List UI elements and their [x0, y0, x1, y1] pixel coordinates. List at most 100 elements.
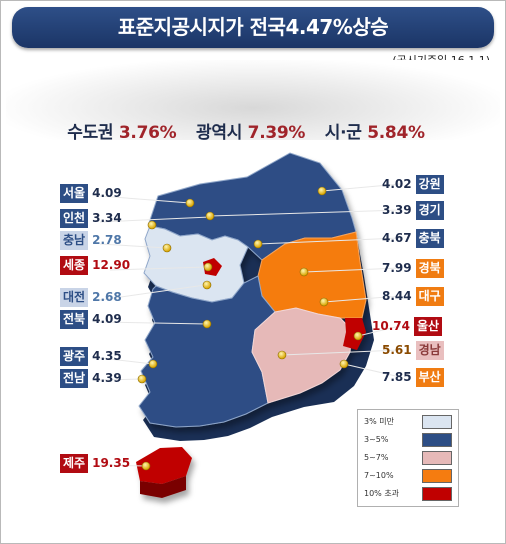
dot-seoul: [185, 198, 195, 208]
region-south-west-blue: [138, 275, 276, 428]
region-name: 대전: [60, 288, 89, 307]
leader-lines: [99, 183, 401, 467]
label-gwangju: 광주 4.35: [60, 347, 126, 366]
region-value: 4.09: [92, 312, 122, 326]
region-name: 경북: [415, 259, 444, 278]
label-gyeongnam: 5.61 경남: [378, 341, 444, 360]
dot-sejong: [203, 262, 213, 272]
dot-busan: [339, 359, 349, 369]
dot-chungnam: [162, 243, 172, 253]
region-value: 4.39: [92, 371, 122, 385]
dot-daegu: [319, 297, 329, 307]
region-gyeongnam: [251, 307, 353, 404]
label-jeju: 제주 19.35: [60, 454, 134, 473]
dot-daejeon: [202, 280, 212, 290]
page-title: 표준지공시지가 전국4.47%상승: [12, 7, 494, 48]
label-incheon: 인천 3.34: [60, 209, 126, 228]
legend-label: 5~7%: [364, 453, 389, 462]
region-value: 8.44: [382, 289, 412, 303]
region-name: 충남: [60, 231, 89, 250]
summary-capital-value: 3.76%: [118, 123, 177, 143]
dot-jeonnam: [137, 374, 147, 384]
legend-item: 7~10%: [364, 469, 456, 483]
label-gangwon: 4.02 강원: [378, 175, 444, 194]
summary-row: 수도권 3.76% 광역시 7.39% 시·군 5.84%: [0, 118, 506, 143]
label-chungbuk: 4.67 충북: [378, 229, 444, 248]
dot-gyeongbuk: [299, 267, 309, 277]
dot-jeonbuk: [202, 319, 212, 329]
region-sejong: [203, 258, 222, 276]
region-value: 2.68: [92, 290, 122, 304]
region-name: 울산: [413, 317, 443, 336]
legend-item: 3% 미만: [364, 415, 456, 429]
label-sejong: 세종 12.90: [60, 256, 134, 275]
legend-swatch: [422, 451, 452, 465]
legend-item: 3~5%: [364, 433, 456, 447]
region-value: 7.99: [382, 261, 412, 275]
legend-label: 7~10%: [364, 471, 394, 480]
legend-item: 10% 초과: [364, 487, 456, 501]
summary-city-label: 시·군: [324, 123, 362, 143]
region-name: 대구: [415, 287, 444, 306]
region-name: 부산: [415, 368, 444, 387]
region-name: 전북: [60, 310, 89, 329]
region-name: 충북: [415, 229, 444, 248]
dot-jeju: [141, 461, 151, 471]
legend-item: 5~7%: [364, 451, 456, 465]
dot-incheon: [147, 220, 157, 230]
summary-city-value: 5.84%: [367, 123, 425, 143]
region-value: 3.34: [92, 211, 122, 225]
region-value: 4.09: [92, 186, 122, 200]
region-name: 인천: [60, 209, 89, 228]
dot-chungbuk: [253, 239, 263, 249]
region-value: 4.67: [382, 231, 412, 245]
label-gyeonggi: 3.39 경기: [378, 201, 444, 220]
label-busan: 7.85 부산: [378, 368, 444, 387]
region-value: 5.61: [382, 343, 412, 357]
legend-label: 3~5%: [364, 435, 389, 444]
label-ulsan: 10.74 울산: [368, 317, 443, 336]
legend-label: 3% 미만: [364, 417, 394, 426]
legend-swatch: [422, 433, 452, 447]
label-chungnam: 충남 2.78: [60, 231, 126, 250]
legend-swatch: [422, 487, 452, 501]
region-value: 12.90: [92, 258, 131, 272]
region-jeju: [136, 447, 192, 484]
label-jeonnam: 전남 4.39: [60, 369, 126, 388]
region-dots: [137, 186, 363, 471]
summary-metro-value: 7.39%: [247, 123, 306, 143]
label-gyeongbuk: 7.99 경북: [378, 259, 444, 278]
legend-swatch: [422, 415, 452, 429]
jeju-extrusion: [140, 476, 186, 498]
region-name: 세종: [60, 256, 89, 275]
summary-metro-label: 광역시: [196, 123, 243, 143]
region-name: 제주: [60, 454, 89, 473]
dot-gangwon: [317, 186, 327, 196]
legend-swatch: [422, 469, 452, 483]
region-value: 3.39: [382, 203, 412, 217]
region-name: 광주: [60, 347, 89, 366]
legend-label: 10% 초과: [364, 489, 400, 498]
region-value: 7.85: [382, 370, 412, 384]
background-band: [6, 60, 500, 140]
summary-capital-label: 수도권: [67, 123, 114, 143]
region-value: 2.78: [92, 233, 122, 247]
dot-gyeonggi: [205, 211, 215, 221]
region-name: 강원: [415, 175, 444, 194]
region-value: 4.35: [92, 349, 122, 363]
region-name: 서울: [60, 184, 89, 203]
region-value: 19.35: [92, 456, 131, 470]
region-name: 경남: [415, 341, 444, 360]
label-seoul: 서울 4.09: [60, 184, 126, 203]
map-legend: 3% 미만 3~5% 5~7% 7~10% 10% 초과: [357, 409, 459, 507]
label-jeonbuk: 전북 4.09: [60, 310, 126, 329]
region-name: 전남: [60, 369, 89, 388]
dot-gyeongnam: [277, 350, 287, 360]
dot-ulsan: [353, 331, 363, 341]
dot-gwangju: [148, 359, 158, 369]
label-daegu: 8.44 대구: [378, 287, 444, 306]
region-value: 10.74: [372, 319, 410, 333]
label-daejeon: 대전 2.68: [60, 288, 126, 307]
region-value: 4.02: [382, 177, 412, 191]
